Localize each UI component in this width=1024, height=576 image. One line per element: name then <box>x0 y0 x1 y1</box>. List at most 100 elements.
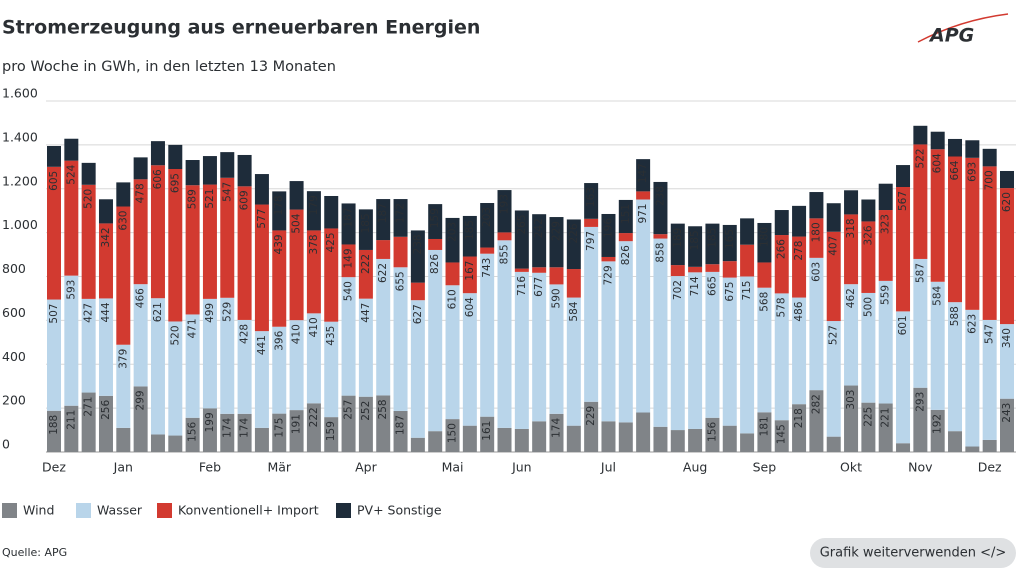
button[interactable]: Grafik weiterverwenden </> <box>820 546 1007 561</box>
bar-segment <box>948 431 963 452</box>
value-label: 700 <box>984 170 996 190</box>
bar-segment <box>670 276 685 431</box>
bar-segment <box>220 297 235 414</box>
bar-segment <box>47 299 61 411</box>
bar-segment <box>965 446 980 452</box>
value-label: 729 <box>602 265 614 285</box>
value-label: 299 <box>135 390 147 410</box>
value-label: 540 <box>343 281 355 301</box>
value-label: 410 <box>308 317 320 337</box>
bar-segment <box>740 276 755 434</box>
bar-segment <box>809 218 824 258</box>
value-label: 447 <box>360 303 372 323</box>
value-label: 677 <box>533 277 545 297</box>
x-tick-label: Jan <box>113 460 133 475</box>
value-label: 507 <box>48 304 60 324</box>
bar-segment <box>133 284 148 387</box>
bar-segment <box>982 166 997 320</box>
value-label: 340 <box>1001 328 1013 348</box>
value-label: 180 <box>810 222 822 242</box>
y-tick-label: 400 <box>2 349 26 364</box>
bar-segment <box>653 181 668 235</box>
bar-segment <box>826 436 841 452</box>
bar-segment <box>1000 324 1014 399</box>
value-label: 225 <box>862 407 874 427</box>
bar-segment <box>376 199 391 241</box>
bar-segment <box>566 297 581 426</box>
bar-segment <box>150 165 165 299</box>
bar-segment <box>306 230 321 314</box>
bar-segment <box>636 199 651 413</box>
bar-segment <box>185 314 200 418</box>
bar-segment <box>584 183 599 219</box>
bar-segment <box>289 181 304 210</box>
bar-segment <box>584 226 599 402</box>
bar-segment <box>584 218 599 227</box>
value-label: 428 <box>239 324 251 344</box>
bar-segment <box>393 199 408 237</box>
x-tick-label: Aug <box>683 460 707 475</box>
bar-segment <box>376 258 391 396</box>
bar-segment <box>410 437 425 452</box>
value-label: 199 <box>204 412 216 432</box>
source: Quelle: APG <box>2 546 67 559</box>
value-label: 559 <box>880 285 892 305</box>
bar-segment <box>1000 188 1014 325</box>
bar-segment <box>740 244 755 277</box>
bar-segment <box>705 271 720 418</box>
bar-segment <box>47 410 61 452</box>
value-label: 588 <box>949 306 961 326</box>
bar-segment <box>844 214 859 285</box>
value-label: 627 <box>412 304 424 324</box>
bar-segment <box>844 385 859 452</box>
button-bg[interactable] <box>810 538 1016 568</box>
bar-segment <box>774 210 789 236</box>
bar-segment <box>965 157 980 310</box>
value-label: 326 <box>862 225 874 245</box>
value-label: 175 <box>273 418 285 438</box>
bar-segment <box>272 191 287 231</box>
value-label: 156 <box>706 421 718 441</box>
value-label: 189 <box>672 228 684 248</box>
value-label: 318 <box>845 218 857 238</box>
bar-segment <box>913 125 928 145</box>
value-label: 226 <box>568 223 580 243</box>
value-label: 174 <box>221 418 233 438</box>
bar-segment <box>410 230 425 283</box>
value-label: 444 <box>100 302 112 322</box>
bar-segment <box>826 203 841 232</box>
value-label: 693 <box>966 162 978 182</box>
bar-segment <box>618 233 633 242</box>
value-label: 702 <box>672 280 684 300</box>
value-label: 165 <box>724 229 736 249</box>
bar-segment <box>636 412 651 452</box>
bar-segment <box>757 222 772 263</box>
value-label: 150 <box>447 423 459 443</box>
bar-segment <box>584 401 599 452</box>
value-label: 621 <box>152 302 164 322</box>
bar-segment <box>254 427 269 452</box>
bar-segment <box>462 256 477 294</box>
bar-segment <box>826 231 841 322</box>
value-label: 323 <box>880 214 892 234</box>
bar-segment <box>341 277 356 396</box>
bar-segment <box>202 408 217 452</box>
bar-segment <box>601 256 616 262</box>
value-label: 441 <box>256 335 268 355</box>
value-label: 695 <box>169 173 181 193</box>
bar-segment <box>618 199 633 234</box>
bar-segment <box>844 190 859 215</box>
bar-segment <box>1000 398 1014 452</box>
bar-segment <box>272 230 287 327</box>
value-label: 425 <box>325 232 337 252</box>
value-label: 601 <box>897 315 909 335</box>
bar-segment <box>150 298 165 435</box>
value-label: 714 <box>689 276 701 296</box>
bar-segment <box>514 271 529 429</box>
bar-segment <box>393 410 408 452</box>
bar-segment <box>948 156 963 303</box>
bar-segment <box>168 435 183 452</box>
bar-segment <box>445 419 460 452</box>
bar-segment <box>185 160 200 186</box>
value-label: 174 <box>550 418 562 438</box>
